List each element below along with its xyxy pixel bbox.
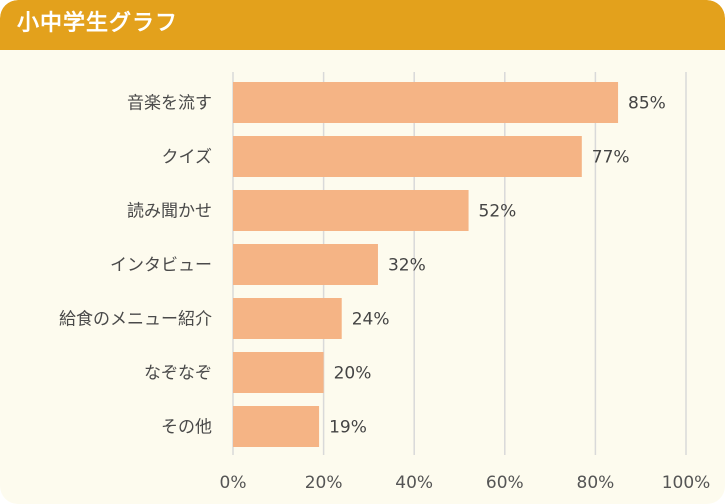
x-tick-label-0: 0% <box>220 473 247 493</box>
category-label-4: 給食のメニュー紹介 <box>59 310 212 330</box>
value-label-5: 20% <box>334 364 372 384</box>
x-tick-label-80: 80% <box>577 473 615 493</box>
bar-2 <box>233 190 469 231</box>
chart-title: 小中学生グラフ <box>17 11 179 36</box>
bar-1 <box>233 136 582 177</box>
bar-3 <box>233 244 378 285</box>
x-tick-label-20: 20% <box>305 473 343 493</box>
category-label-2: 読み聞かせ <box>127 202 212 222</box>
value-label-1: 77% <box>592 148 630 168</box>
category-label-3: インタビュー <box>110 256 212 276</box>
category-label-1: クイズ <box>162 148 213 168</box>
value-label-4: 24% <box>352 310 390 330</box>
bar-6 <box>233 406 320 447</box>
value-label-0: 85% <box>628 94 666 114</box>
category-label-0: 音楽を流す <box>127 94 212 114</box>
value-label-2: 52% <box>479 202 517 222</box>
chart-header: 小中学生グラフ <box>0 0 725 50</box>
bar-0 <box>233 82 619 123</box>
bar-4 <box>233 298 342 339</box>
x-tick-label-100: 100% <box>662 473 711 493</box>
value-label-3: 32% <box>388 256 426 276</box>
value-label-6: 19% <box>329 418 367 438</box>
category-label-5: なぞなぞ <box>144 364 212 384</box>
category-label-6: その他 <box>161 418 212 438</box>
bar-5 <box>233 352 324 393</box>
x-tick-label-60: 60% <box>486 473 524 493</box>
x-tick-label-40: 40% <box>395 473 433 493</box>
